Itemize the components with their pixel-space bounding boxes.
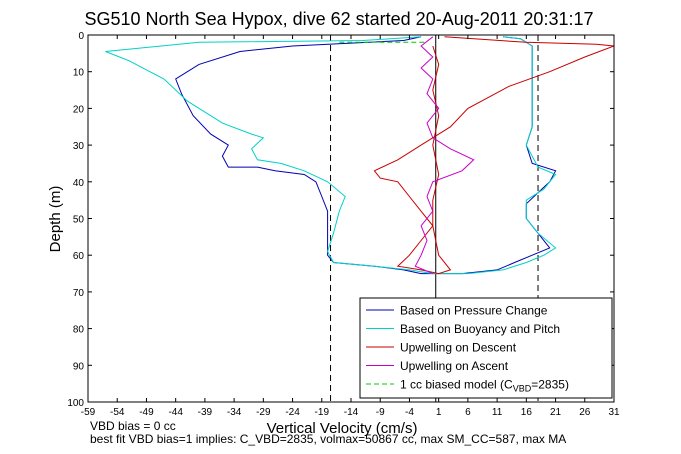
- series-line-2: [105, 36, 557, 275]
- x-tick-label: -59: [81, 407, 96, 418]
- legend: Based on Pressure Change Based on Buoyanc…: [359, 297, 613, 399]
- y-tick-label: 0: [78, 31, 84, 42]
- y-tick-label: 90: [73, 361, 85, 372]
- y-tick-label: 100: [67, 398, 84, 409]
- x-tick-label: 26: [579, 407, 591, 418]
- x-tick-label: -4: [405, 407, 414, 418]
- y-axis-ticks: 0 10 20 30 40 50 60 70 80 90 100: [67, 31, 614, 409]
- y-tick-label: 50: [73, 215, 85, 226]
- vbd-bias-note: VBD bias = 0 cc: [90, 419, 176, 433]
- series-line-4: [414, 36, 475, 275]
- x-tick-label: -54: [110, 407, 125, 418]
- x-tick-label: -49: [139, 407, 154, 418]
- x-tick-label: -24: [285, 407, 300, 418]
- x-tick-label: -14: [344, 407, 359, 418]
- x-tick-label: 16: [521, 407, 533, 418]
- y-tick-label: 10: [73, 68, 85, 79]
- y-tick-label: 40: [73, 178, 85, 189]
- x-tick-label: 31: [608, 407, 620, 418]
- y-tick-label: 70: [73, 288, 85, 299]
- x-tick-label: 21: [550, 407, 562, 418]
- x-tick-label: 6: [465, 407, 471, 418]
- x-tick-label: -19: [315, 407, 330, 418]
- x-axis-ticks: -59 -54 -49 -44 -39 -34 -29 -24 -19 -14 -9 -4 1 6 11 16…: [81, 35, 620, 418]
- x-tick-label: -29: [256, 407, 271, 418]
- series-layer: [105, 36, 614, 275]
- x-axis-label: Vertical Velocity (cm/s): [267, 420, 418, 437]
- legend-label-1: Based on Pressure Change: [400, 304, 548, 318]
- x-tick-label: -44: [168, 407, 183, 418]
- y-axis-label: Depth (m): [47, 186, 64, 253]
- legend-label-2: Based on Buoyancy and Pitch: [400, 322, 560, 336]
- best-fit-note: best fit VBD bias=1 implies: C_VBD=2835,…: [90, 432, 567, 446]
- y-tick-label: 60: [73, 251, 85, 262]
- legend-box: [359, 297, 613, 399]
- y-tick-label: 30: [73, 141, 85, 152]
- x-tick-label: 11: [492, 407, 503, 418]
- x-tick-label: -39: [198, 407, 213, 418]
- y-tick-label: 80: [73, 325, 85, 336]
- legend-label-5: 1 cc biased model (CVBD=2835): [400, 378, 569, 394]
- legend-label-3: Upwelling on Descent: [400, 341, 517, 355]
- x-tick-label: -34: [227, 407, 242, 418]
- x-tick-label: -9: [376, 407, 385, 418]
- legend-label-4: Upwelling on Ascent: [400, 359, 509, 373]
- x-tick-label: 1: [436, 407, 442, 418]
- chart-title: SG510 North Sea Hypox, dive 62 started 2…: [85, 9, 594, 29]
- y-tick-label: 20: [73, 104, 85, 115]
